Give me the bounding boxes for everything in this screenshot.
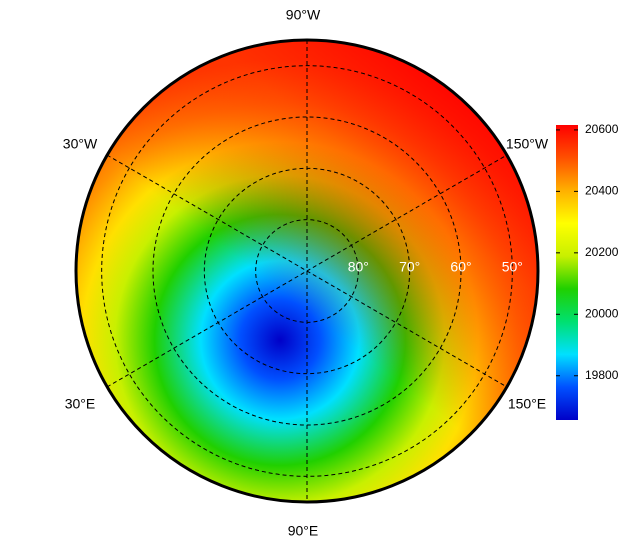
colorbar-tick-label: 20000 (585, 306, 619, 320)
colorbar-tick-label: 19800 (585, 368, 619, 382)
lon-label: 150°E (508, 396, 546, 412)
colorbar-tick-label: 20400 (585, 184, 619, 198)
lon-label: 30°E (65, 396, 96, 412)
lon-label: 90°W (286, 7, 321, 23)
colorbar-tick-label: 20200 (585, 245, 619, 259)
map-border (74, 38, 540, 504)
lon-label: 30°W (63, 136, 98, 152)
lon-label: 150°W (506, 136, 549, 152)
colorbar-tick-label: 20600 (585, 122, 619, 136)
lat-circle (255, 219, 359, 323)
lat-circle (203, 167, 411, 375)
field-high (76, 40, 538, 502)
field (76, 40, 538, 502)
graticule (101, 40, 513, 502)
lat-label: 60° (450, 259, 471, 275)
lat-circle (101, 65, 513, 477)
lon-labels: 90°W 30°W 150°W 30°E 150°E 90°E (63, 7, 549, 539)
lat-label: 50° (502, 259, 523, 275)
lat-label: 80° (348, 259, 369, 275)
lon-label: 90°E (288, 523, 319, 539)
lat-label: 70° (399, 259, 420, 275)
colorbar (556, 125, 578, 420)
lat-circle (152, 116, 462, 426)
